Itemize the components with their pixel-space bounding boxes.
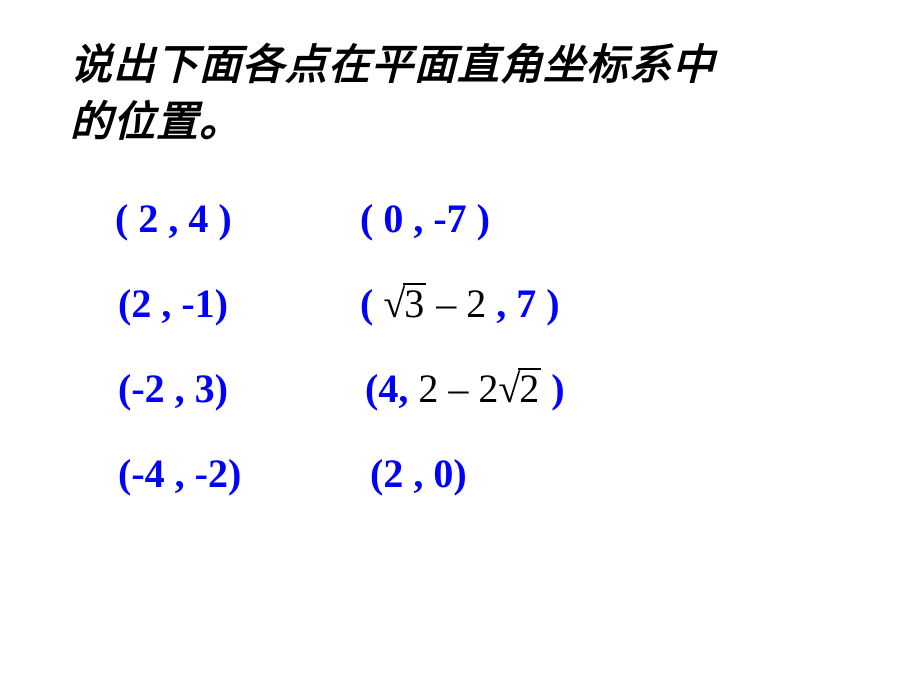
- y-value: 0: [433, 451, 453, 496]
- paren-close: ): [208, 196, 231, 241]
- point-6: ( √3 – 2 , 7 ): [360, 280, 560, 327]
- y-value: -1: [181, 281, 214, 326]
- paren-close: ): [215, 366, 228, 411]
- paren-open: (: [360, 196, 383, 241]
- paren-open: (: [118, 451, 131, 496]
- sqrt-radicand: 2: [518, 368, 541, 408]
- paren-open: (: [360, 281, 383, 326]
- minus-sign: –: [438, 366, 478, 411]
- x-value: 2: [138, 196, 158, 241]
- y-value: -7: [433, 196, 466, 241]
- paren-close: ): [228, 451, 241, 496]
- paren-close: ): [453, 451, 466, 496]
- question-title: 说出下面各点在平面直角坐标系中 的位置。: [70, 38, 860, 151]
- x-value: -4: [131, 451, 164, 496]
- separator: ,: [403, 451, 433, 496]
- title-line-1: 说出下面各点在平面直角坐标系中: [70, 43, 715, 89]
- x-expression: √3 – 2: [383, 281, 486, 326]
- sqrt-icon: √2: [498, 365, 541, 412]
- point-3: (-2 , 3): [118, 365, 228, 412]
- y-value: 3: [195, 366, 215, 411]
- slide: 说出下面各点在平面直角坐标系中 的位置。 ( 2 , 4 ) (2 , -1) …: [0, 0, 920, 690]
- separator: ,: [165, 451, 195, 496]
- point-8: (2 , 0): [370, 450, 467, 497]
- paren-open: (: [370, 451, 383, 496]
- paren-close: ): [536, 281, 559, 326]
- y-value: 7: [516, 281, 536, 326]
- x-value: 2: [131, 281, 151, 326]
- constant: 2: [466, 281, 486, 326]
- sqrt-radicand: 3: [403, 283, 426, 323]
- paren-open: (: [118, 366, 131, 411]
- point-1: ( 2 , 4 ): [115, 195, 232, 242]
- title-line-2: 的位置。: [70, 100, 242, 146]
- separator: ,: [158, 196, 188, 241]
- point-4: (-4 , -2): [118, 450, 241, 497]
- separator: ,: [165, 366, 195, 411]
- x-value: 0: [383, 196, 403, 241]
- coefficient: 2: [478, 366, 498, 411]
- paren-open: (: [365, 366, 378, 411]
- x-value: 2: [383, 451, 403, 496]
- paren-open: (: [115, 196, 138, 241]
- sqrt-icon: √3: [383, 280, 426, 327]
- y-value: -2: [195, 451, 228, 496]
- point-5: ( 0 , -7 ): [360, 195, 490, 242]
- y-value: 4: [188, 196, 208, 241]
- paren-close: ): [467, 196, 490, 241]
- paren-close: ): [541, 366, 564, 411]
- separator: ,: [151, 281, 181, 326]
- point-7: (4, 2 – 2√2 ): [365, 365, 565, 412]
- separator: ,: [398, 366, 408, 411]
- x-value: -2: [131, 366, 164, 411]
- gap: [408, 366, 418, 411]
- minus-sign: –: [426, 281, 466, 326]
- separator: ,: [403, 196, 433, 241]
- paren-close: ): [215, 281, 228, 326]
- paren-open: (: [118, 281, 131, 326]
- point-2: (2 , -1): [118, 280, 228, 327]
- x-value: 4: [378, 366, 398, 411]
- separator: ,: [486, 281, 516, 326]
- constant-a: 2: [418, 366, 438, 411]
- y-expression: 2 – 2√2: [418, 366, 541, 411]
